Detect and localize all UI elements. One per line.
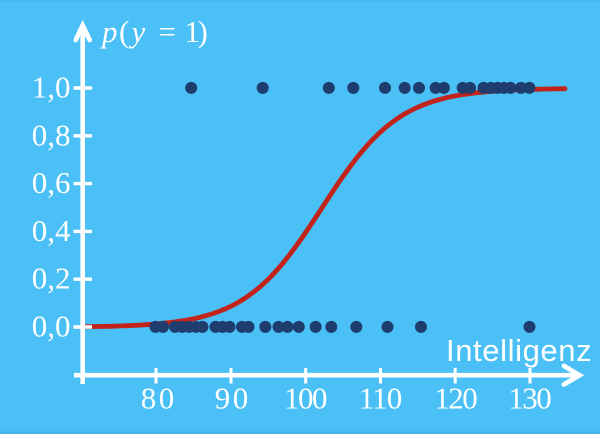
svg-text:0,8: 0,8 <box>32 117 71 152</box>
svg-text:=: = <box>159 14 176 49</box>
svg-text:1,0: 1,0 <box>32 70 71 105</box>
svg-text:): ) <box>198 14 208 49</box>
svg-text:110: 110 <box>359 381 403 416</box>
svg-text:0,2: 0,2 <box>32 261 71 296</box>
svg-text:0,6: 0,6 <box>32 165 71 200</box>
svg-text:0,0: 0,0 <box>32 309 71 344</box>
svg-text:p: p <box>100 14 118 49</box>
svg-text:(: ( <box>119 14 129 49</box>
svg-text:100: 100 <box>284 381 328 416</box>
svg-text:120: 120 <box>434 381 478 416</box>
svg-text:Intelligenz: Intelligenz <box>446 333 592 368</box>
svg-text:0,4: 0,4 <box>32 213 71 248</box>
svg-text:130: 130 <box>508 381 552 416</box>
svg-text:y: y <box>129 14 146 49</box>
svg-text:1: 1 <box>185 14 201 49</box>
